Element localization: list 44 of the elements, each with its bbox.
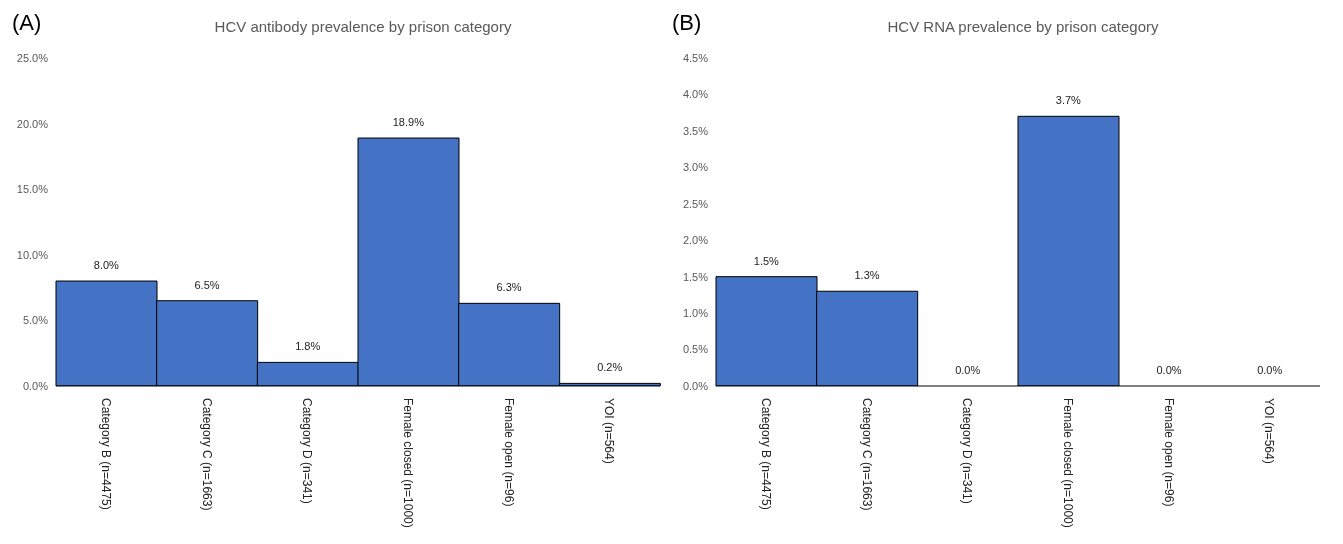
y-tick-label: 0.5% xyxy=(682,343,709,356)
y-tick-label: 1.0% xyxy=(682,307,709,320)
text: (B) xyxy=(672,10,702,36)
x-tick-label: YOI (n=564) xyxy=(602,398,617,464)
y-tick-label: 5.0% xyxy=(22,314,49,327)
data-label: 0.0% xyxy=(1156,364,1182,376)
x-tick-label: YOI (n=564) xyxy=(1262,398,1277,464)
x-tick-label: Female closed (n=1000) xyxy=(401,398,416,528)
y-tick-label: 1.5% xyxy=(682,270,709,283)
x-tick-label: Category C (n=1663) xyxy=(199,398,214,511)
y-tick-label: 3.5% xyxy=(682,124,709,137)
y-tick-label: 25.0% xyxy=(16,51,49,64)
y-tick-label: 4.0% xyxy=(682,88,709,101)
y-tick-label: 4.5% xyxy=(682,51,709,64)
data-label: 1.3% xyxy=(854,269,880,282)
data-label: 1.5% xyxy=(753,254,780,267)
data-label: 3.7% xyxy=(1055,94,1082,107)
data-label: 0.2% xyxy=(597,361,623,374)
x-tick-label: Female closed (n=1000) xyxy=(1061,398,1076,528)
y-tick-label: 3.0% xyxy=(682,161,709,174)
y-tick-label: 15.0% xyxy=(16,183,49,196)
data-label: 0.0% xyxy=(1257,364,1283,376)
data-label: 0.0% xyxy=(955,364,981,376)
y-tick-label: 0.0% xyxy=(22,379,49,392)
data-label: 1.8% xyxy=(295,340,321,353)
x-tick-label: Category B (n=4475) xyxy=(99,398,114,510)
x-tick-label: Female open (n=96) xyxy=(501,398,516,507)
text: (A) xyxy=(12,10,42,36)
x-tick-label: Category B (n=4475) xyxy=(759,398,774,510)
chart-title: HCV RNA prevalence by prison category xyxy=(886,18,1160,35)
y-tick-label: 2.5% xyxy=(682,197,709,210)
x-tick-label: Female open (n=96) xyxy=(1161,398,1176,507)
chart-title: HCV antibody prevalence by prison category xyxy=(213,18,513,35)
x-tick-label: Category D (n=341) xyxy=(960,398,975,504)
data-label: 6.3% xyxy=(496,281,522,294)
y-tick-label: 2.0% xyxy=(682,234,709,247)
data-label: 8.0% xyxy=(93,259,120,272)
y-tick-label: 0.0% xyxy=(682,379,709,392)
x-tick-label: Category D (n=341) xyxy=(300,398,315,504)
data-label: 6.5% xyxy=(194,278,220,291)
y-tick-label: 20.0% xyxy=(16,117,49,130)
data-label: 18.9% xyxy=(392,116,425,129)
y-tick-label: 10.0% xyxy=(16,248,49,261)
x-tick-label: Category C (n=1663) xyxy=(859,398,874,511)
